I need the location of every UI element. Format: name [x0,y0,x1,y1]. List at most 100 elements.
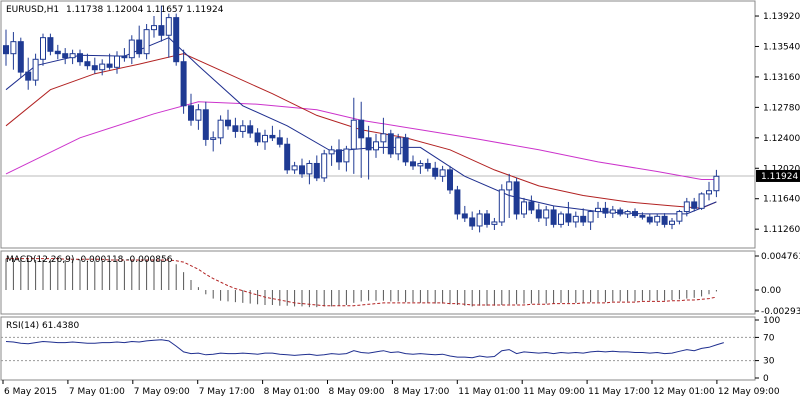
macd-axis: 0.004761 0.00 -0.002939 [755,252,800,317]
candle-body-bear [461,213,468,219]
rsi-tick-label: 100 [763,316,780,326]
candle [321,149,328,182]
ohlc-values: 1.11738 1.12004 1.11657 1.11924 [66,5,224,15]
candle [476,209,483,233]
candle [580,208,587,226]
candle-body-bull [476,213,483,227]
macd-indicator [5,258,717,308]
candle [121,48,128,62]
candle [84,53,91,70]
candle-body-bull [328,149,335,155]
candle [54,44,61,60]
candle [69,49,76,65]
candle-body-bull [558,213,564,225]
candle-body-bear [535,209,542,219]
price-tick-label: 1.13920 [763,12,800,22]
time-tick-label: 6 May 2015 [4,387,57,397]
rsi-indicator [1,336,755,362]
price-tick-label: 1.12400 [763,134,800,144]
candle-body-bear [402,137,409,163]
candle-body-bull [713,175,720,192]
candle [373,133,379,158]
candle-body-bear [617,209,624,215]
candle [624,209,631,218]
candle-body-bull [32,58,39,81]
price-panel[interactable] [0,0,756,249]
candle [550,205,557,228]
candle [565,201,572,226]
candle [513,177,520,220]
candle-body-bull [676,211,683,222]
candle [521,197,527,218]
candle-body-bear [62,53,69,59]
candle-body-bear [602,207,609,214]
candle-body-bear [313,162,320,179]
candle-body-bear [77,53,83,63]
candle [3,29,9,66]
time-tick-label: 12 May 09:00 [718,387,780,397]
candle-body-bear [358,119,365,139]
candle-body-bull [654,215,661,223]
candle [661,213,668,228]
macd-tick-label: 0.004761 [761,252,800,262]
candle [306,160,313,185]
rsi-tick-label: 30 [763,357,775,367]
candle [254,128,261,146]
candle-body-bull [572,215,579,223]
candle [291,161,298,174]
candle-body-bear [646,216,653,223]
price-tick-label: 1.11640 [763,195,800,205]
candle [10,32,17,70]
candle [188,93,194,126]
candle-body-bull [151,25,157,31]
candle-body-bear [424,162,431,169]
current-price-label: 1.11924 [761,172,798,182]
candle [454,185,461,220]
candle-body-bull [491,221,498,225]
time-tick-label: 11 May 01:00 [458,387,520,397]
time-tick-label: 7 May 09:00 [134,387,190,397]
candle [528,195,535,214]
candle [543,205,550,226]
candle-body-bear [469,217,476,227]
candle [595,201,601,218]
candle [639,212,646,220]
candle-body-bull [706,190,712,195]
candles [3,5,720,233]
candle [313,155,320,182]
candle [632,208,638,218]
candle [698,192,705,210]
candle [350,97,357,174]
candle [158,5,165,42]
candle [343,145,350,172]
candle-body-bull [395,137,402,155]
candle [225,109,231,130]
candle [358,101,365,178]
time-tick-label: 8 May 09:00 [329,387,385,397]
candle [247,120,254,138]
candle [210,131,217,152]
time-tick-label: 11 May 09:00 [523,387,585,397]
candle-body-bear [513,181,520,215]
candle-body-bear [232,125,239,132]
candle [380,117,387,154]
rsi-panel[interactable] [0,316,756,381]
candle-body-bull [321,153,328,179]
candle-body-bear [158,25,165,36]
candle-body-bear [276,137,283,145]
current-price-tag [756,169,800,182]
time-axis: 6 May 2015 7 May 01:00 7 May 09:00 7 May 17… [2,380,780,397]
candle [654,213,661,226]
candle-body-bull [291,165,298,171]
candle [535,203,542,222]
candle [217,115,224,145]
candle [587,209,594,230]
price-tick-label: 1.13160 [763,73,800,83]
candle [180,49,187,114]
candle-body-bull [165,17,172,36]
candle [691,197,698,212]
candle [284,137,291,174]
candle-body-bear [365,137,372,151]
macd-tick-label: 0.00 [761,286,781,296]
